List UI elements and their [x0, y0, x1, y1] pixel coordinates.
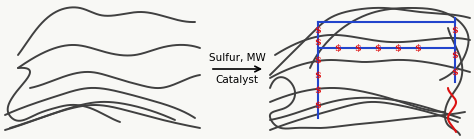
Text: $: $ [315, 100, 321, 110]
Text: $: $ [315, 25, 321, 34]
Text: $: $ [315, 55, 321, 64]
Text: $: $ [452, 50, 458, 59]
Text: $: $ [452, 68, 458, 76]
Text: $: $ [315, 38, 321, 47]
Text: $: $ [395, 44, 401, 53]
Text: $: $ [315, 85, 321, 95]
Text: $: $ [374, 44, 382, 53]
Text: $: $ [452, 25, 458, 34]
Text: $: $ [415, 44, 421, 53]
Text: Catalyst: Catalyst [216, 75, 258, 85]
Text: $: $ [355, 44, 361, 53]
Text: $: $ [315, 70, 321, 80]
Text: Sulfur, MW: Sulfur, MW [209, 53, 265, 63]
Text: $: $ [335, 44, 341, 53]
